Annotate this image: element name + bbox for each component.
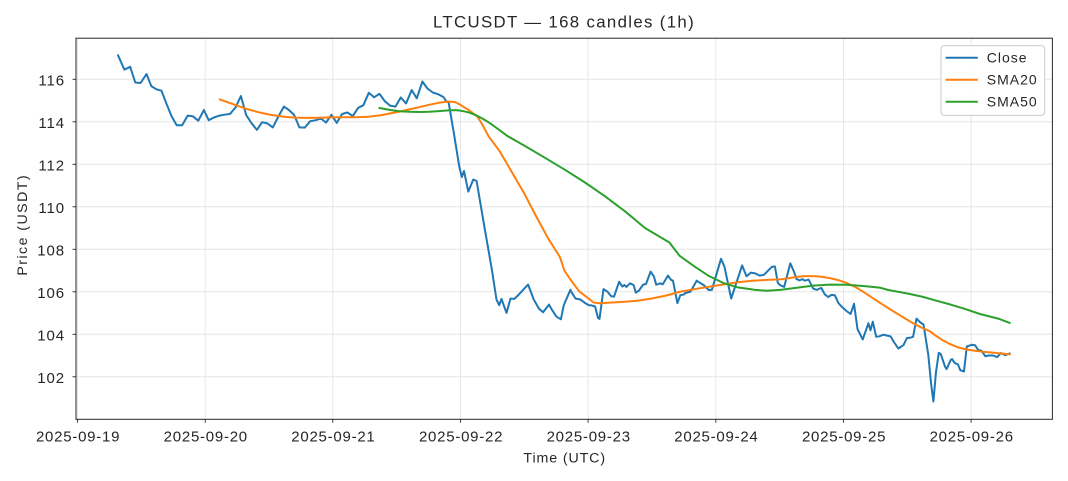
svg-text:116: 116 bbox=[38, 72, 65, 89]
svg-text:2025-09-22: 2025-09-22 bbox=[419, 429, 503, 446]
svg-text:112: 112 bbox=[38, 157, 65, 174]
svg-text:2025-09-19: 2025-09-19 bbox=[36, 429, 120, 446]
svg-text:SMA50: SMA50 bbox=[987, 94, 1038, 110]
svg-text:114: 114 bbox=[38, 115, 65, 132]
svg-text:2025-09-21: 2025-09-21 bbox=[291, 429, 375, 446]
svg-text:Close: Close bbox=[987, 50, 1028, 66]
svg-text:102: 102 bbox=[37, 370, 65, 387]
svg-text:LTCUSDT — 168 candles (1h): LTCUSDT — 168 candles (1h) bbox=[433, 13, 695, 32]
svg-text:104: 104 bbox=[37, 327, 65, 344]
svg-text:2025-09-20: 2025-09-20 bbox=[164, 429, 248, 446]
svg-text:2025-09-26: 2025-09-26 bbox=[930, 429, 1014, 446]
svg-text:Time (UTC): Time (UTC) bbox=[523, 450, 606, 466]
svg-text:2025-09-23: 2025-09-23 bbox=[547, 429, 631, 446]
svg-text:110: 110 bbox=[38, 200, 65, 217]
svg-text:106: 106 bbox=[37, 285, 65, 302]
svg-text:Price (USDT): Price (USDT) bbox=[15, 174, 31, 276]
svg-text:2025-09-24: 2025-09-24 bbox=[674, 429, 758, 446]
svg-text:SMA20: SMA20 bbox=[987, 72, 1038, 88]
svg-text:2025-09-25: 2025-09-25 bbox=[802, 429, 886, 446]
svg-text:108: 108 bbox=[37, 242, 65, 259]
